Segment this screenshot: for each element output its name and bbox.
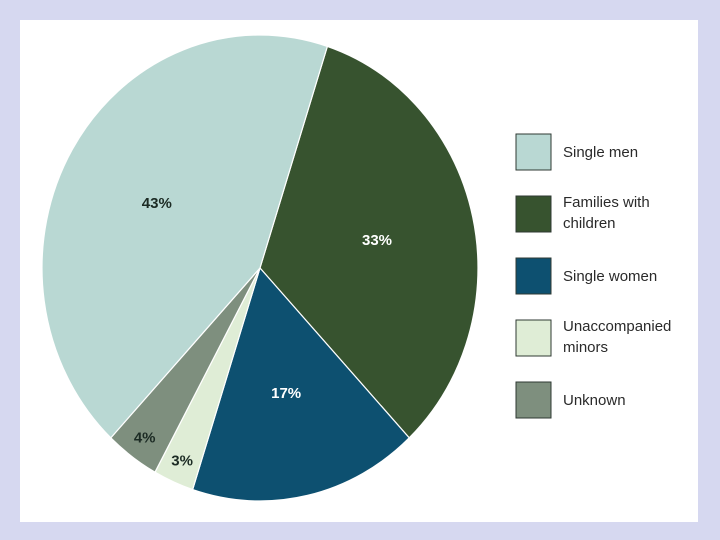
legend-label: Single men	[563, 144, 638, 161]
slice-label-unaccompanied-minors: 3%	[171, 452, 193, 469]
legend-swatch	[515, 257, 552, 295]
pie-slice-single-men	[41, 34, 329, 439]
legend-swatch	[515, 381, 552, 419]
slice-label-unknown: 4%	[134, 430, 156, 447]
legend-swatch	[515, 319, 552, 357]
legend-label: Single women	[563, 268, 657, 285]
slice-label-families-with-children: 33%	[362, 232, 392, 249]
legend-label: minors	[563, 339, 608, 356]
pie-slice-families-with-children	[259, 45, 479, 439]
legend-label: Unaccompanied	[563, 318, 671, 335]
legend-label: children	[563, 215, 616, 232]
legend-label: Families with	[563, 194, 650, 211]
legend-swatch	[515, 133, 552, 171]
legend-swatch	[515, 195, 552, 233]
legend-label: Unknown	[563, 392, 626, 409]
pie-slice-single-women	[191, 266, 411, 502]
slice-label-single-women: 17%	[271, 385, 301, 402]
slice-label-single-men: 43%	[142, 195, 172, 212]
